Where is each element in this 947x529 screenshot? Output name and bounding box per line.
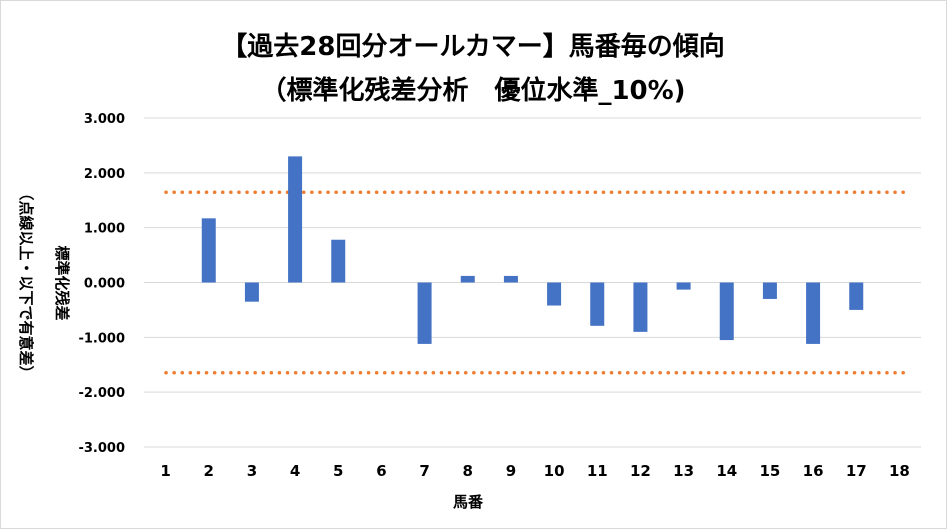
x-axis-title: 馬番 <box>453 493 484 511</box>
chart-title: 【過去28回分オールカマー】馬番毎の傾向 <box>221 31 724 62</box>
bar <box>719 282 734 341</box>
y-tick-label: 0.000 <box>84 277 125 292</box>
bar <box>460 275 475 283</box>
bar <box>417 282 432 344</box>
bars <box>201 156 864 344</box>
y-tick-label: -1.000 <box>78 331 125 346</box>
x-tick-label: 15 <box>759 462 780 480</box>
y-tick-label: 3.000 <box>84 112 125 127</box>
x-tick-label: 10 <box>544 462 565 480</box>
y-tick-label: 1.000 <box>84 222 125 237</box>
bar <box>288 156 303 283</box>
bar <box>633 282 648 332</box>
x-tick-label: 8 <box>463 462 473 480</box>
bar <box>331 239 346 283</box>
chart-subtitle: （標準化残差分析 優位水準_10%) <box>260 75 685 106</box>
x-tick-label: 18 <box>889 462 910 480</box>
x-tick-labels: 1 2 3 4 5 6 7 8 9 10 11 12 13 14 15 16 17 18 <box>160 462 909 480</box>
x-tick-label: 2 <box>204 462 214 480</box>
y-axis-note: （点線以上・以下で有意差） <box>17 185 35 380</box>
x-tick-label: 9 <box>506 462 516 480</box>
x-tick-label: 7 <box>419 462 429 480</box>
x-tick-label: 1 <box>160 462 170 480</box>
bar <box>849 282 864 310</box>
x-tick-label: 11 <box>587 462 608 480</box>
bar <box>244 282 259 302</box>
x-tick-label: 12 <box>630 462 651 480</box>
y-tick-label: -2.000 <box>78 386 125 401</box>
bar <box>503 275 518 283</box>
x-tick-label: 17 <box>846 462 867 480</box>
y-tick-label: 2.000 <box>84 167 125 182</box>
x-tick-label: 16 <box>803 462 824 480</box>
bar <box>806 282 821 344</box>
bar <box>762 282 777 299</box>
y-tick-label: -3.000 <box>78 441 125 456</box>
grid-lines <box>144 117 921 448</box>
bar <box>547 282 562 306</box>
bar <box>201 218 216 283</box>
x-tick-label: 4 <box>290 462 300 480</box>
bar <box>590 282 605 326</box>
y-tick-labels: 3.000 2.000 1.000 0.000 -1.000 -2.000 -3.000 <box>78 112 125 456</box>
x-tick-label: 13 <box>673 462 694 480</box>
bar <box>676 282 691 290</box>
y-axis-title: 標準化残差 <box>53 245 71 320</box>
x-tick-label: 5 <box>333 462 343 480</box>
x-tick-label: 6 <box>376 462 386 480</box>
x-tick-label: 14 <box>716 462 737 480</box>
x-tick-label: 3 <box>247 462 257 480</box>
